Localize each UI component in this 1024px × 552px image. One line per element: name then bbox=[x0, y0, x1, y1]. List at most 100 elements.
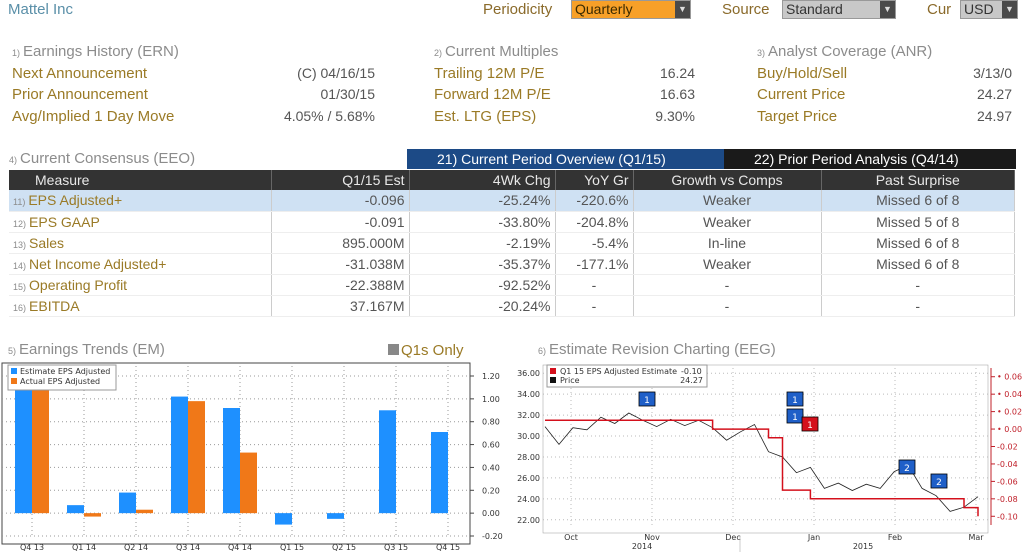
prior-announcement-value: 01/30/15 bbox=[320, 86, 376, 102]
current-multiples-header[interactable]: 2) Current Multiples bbox=[434, 43, 558, 60]
periodicity-label: Periodicity bbox=[483, 1, 553, 18]
measure-cell: 16) EBITDA bbox=[9, 295, 272, 317]
column-header-estimate[interactable]: Q1/15 Est bbox=[271, 170, 410, 190]
section-title: Earnings Trends (EM) bbox=[19, 341, 165, 358]
table-row[interactable]: 13) Sales 895.000M -2.19% -5.4% In-line M… bbox=[9, 232, 1015, 254]
section-title: Current Multiples bbox=[445, 43, 559, 60]
currency-value: USD bbox=[964, 1, 994, 17]
chg-cell: -2.19% bbox=[409, 232, 556, 254]
table-row[interactable]: 15) Operating Profit -22.388M -92.52% - -… bbox=[9, 274, 1015, 296]
est-ltg-value: 9.30% bbox=[655, 108, 695, 124]
table-row[interactable]: 14) Net Income Adjusted+ -31.038M -35.37%… bbox=[9, 253, 1015, 275]
forward-pe-value: 16.63 bbox=[659, 86, 695, 102]
table-row[interactable]: 12) EPS GAAP -0.091 -33.80% -204.8% Weake… bbox=[9, 211, 1015, 233]
y-left-tick-label: 36.00 bbox=[517, 369, 540, 378]
measure-label: Net Income Adjusted+ bbox=[29, 255, 167, 272]
consensus-table: Measure Q1/15 Est 4Wk Chg YoY Gr Growth … bbox=[9, 170, 1015, 317]
earnings-trends-header[interactable]: 5) Earnings Trends (EM) bbox=[8, 341, 165, 358]
next-announcement-value: (C) 04/16/15 bbox=[297, 65, 375, 81]
y-right-tick-label: -0.04 bbox=[997, 460, 1018, 469]
day-move-label: Avg/Implied 1 Day Move bbox=[12, 108, 175, 125]
x-tick-label: Q3 15 bbox=[384, 543, 408, 552]
yoy-cell: - bbox=[555, 295, 634, 317]
est-ltg-label: Est. LTG (EPS) bbox=[434, 108, 537, 125]
legend-swatch-estimate bbox=[11, 368, 17, 374]
table-row[interactable]: 11) EPS Adjusted+ -0.096 -25.24% -220.6% … bbox=[9, 190, 1015, 212]
next-announcement-label: Next Announcement bbox=[12, 65, 148, 82]
y-tick-label: 0.80 bbox=[482, 418, 500, 427]
trailing-pe-label: Trailing 12M P/E bbox=[434, 65, 545, 82]
bar-estimate bbox=[431, 432, 448, 514]
q1s-only-toggle[interactable]: Q1s Only bbox=[388, 342, 464, 359]
column-header-4wk-chg[interactable]: 4Wk Chg bbox=[409, 170, 556, 190]
x-tick-label: Mar bbox=[968, 533, 984, 542]
legend-estimate: Estimate EPS Adjusted bbox=[20, 367, 110, 376]
row-number: 14) bbox=[13, 260, 27, 271]
trailing-pe-value: 16.24 bbox=[659, 65, 695, 81]
estimate-revision-header[interactable]: 6) Estimate Revision Charting (EEG) bbox=[538, 341, 776, 358]
estimate-cell: -0.091 bbox=[271, 211, 410, 233]
security-title: Mattel Inc bbox=[8, 1, 74, 18]
section-number: 1) bbox=[12, 48, 21, 58]
revision-marker[interactable]: 1 bbox=[801, 416, 819, 432]
revision-marker-label: 2 bbox=[904, 464, 910, 474]
legend-swatch-estimate bbox=[550, 368, 556, 374]
revision-marker[interactable]: 2 bbox=[930, 473, 948, 489]
chg-cell: -92.52% bbox=[409, 274, 556, 296]
legend-estimate: Q1 15 EPS Adjusted Estimate -0.10 bbox=[560, 367, 702, 376]
buy-hold-sell-value: 3/13/0 bbox=[973, 65, 1012, 81]
y-right-tick-label: • 0.00 bbox=[997, 425, 1022, 434]
bar-estimate bbox=[171, 396, 188, 514]
section-number: 2) bbox=[434, 48, 443, 58]
table-row[interactable]: 16) EBITDA 37.167M -20.24% - - - bbox=[9, 295, 1015, 317]
bar-estimate bbox=[67, 505, 84, 514]
revision-marker-label: 1 bbox=[792, 413, 798, 423]
y-right-tick-label: • 0.04 bbox=[997, 390, 1022, 399]
legend-box bbox=[546, 364, 708, 388]
earnings-history-header[interactable]: 1) Earnings History (ERN) bbox=[12, 43, 179, 60]
bar-actual bbox=[84, 513, 101, 517]
column-header-measure[interactable]: Measure bbox=[9, 170, 272, 190]
currency-dropdown[interactable]: USD ▼ bbox=[960, 0, 1018, 19]
bar-estimate bbox=[15, 376, 32, 514]
x-tick-label: Nov bbox=[644, 533, 660, 542]
chg-cell: -35.37% bbox=[409, 253, 556, 275]
section-title: Analyst Coverage (ANR) bbox=[768, 43, 933, 60]
revision-marker[interactable]: 1 bbox=[638, 391, 656, 407]
measure-label: EPS Adjusted+ bbox=[28, 192, 123, 209]
revision-marker[interactable]: 1 bbox=[786, 408, 804, 424]
comps-cell: Weaker bbox=[633, 253, 822, 275]
yoy-cell: -204.8% bbox=[555, 211, 634, 233]
column-header-growth-comps[interactable]: Growth vs Comps bbox=[633, 170, 822, 190]
row-number: 15) bbox=[13, 281, 27, 292]
consensus-header[interactable]: 4) Current Consensus (EEO) bbox=[9, 150, 195, 167]
y-left-tick-label: 32.00 bbox=[517, 411, 540, 420]
estimate-cell: 895.000M bbox=[271, 232, 410, 254]
column-header-past-surprise[interactable]: Past Surprise bbox=[821, 170, 1015, 190]
periodicity-dropdown[interactable]: Quarterly ▼ bbox=[571, 0, 691, 19]
measure-cell: 13) Sales bbox=[9, 232, 272, 254]
column-header-yoy[interactable]: YoY Gr bbox=[555, 170, 634, 190]
analyst-coverage-header[interactable]: 3) Analyst Coverage (ANR) bbox=[757, 43, 932, 60]
yoy-cell: -220.6% bbox=[555, 190, 634, 212]
y-left-tick-label: 30.00 bbox=[517, 432, 540, 441]
surprise-cell: - bbox=[821, 274, 1015, 296]
y-tick-label: -0.20 bbox=[482, 532, 503, 541]
tab-prior-period[interactable]: 22) Prior Period Analysis (Q4/14) bbox=[724, 149, 1016, 169]
chevron-down-icon: ▼ bbox=[1002, 1, 1017, 18]
comps-cell: - bbox=[633, 274, 822, 296]
bar-actual bbox=[136, 509, 153, 514]
chevron-down-icon: ▼ bbox=[675, 1, 690, 18]
revision-marker[interactable]: 2 bbox=[898, 459, 916, 475]
revision-marker[interactable]: 1 bbox=[786, 391, 804, 407]
y-right-tick-label: -0.06 bbox=[997, 477, 1018, 486]
surprise-cell: Missed 5 of 8 bbox=[821, 211, 1015, 233]
tab-current-period[interactable]: 21) Current Period Overview (Q1/15) bbox=[407, 149, 724, 169]
x-tick-label: Q4 15 bbox=[436, 543, 460, 552]
source-value: Standard bbox=[786, 1, 843, 17]
x-tick-label: Q4 13 bbox=[20, 543, 44, 552]
bar-estimate bbox=[327, 513, 344, 519]
source-dropdown[interactable]: Standard ▼ bbox=[782, 0, 896, 19]
y-left-tick-label: 34.00 bbox=[517, 390, 540, 399]
measure-cell: 12) EPS GAAP bbox=[9, 211, 272, 233]
